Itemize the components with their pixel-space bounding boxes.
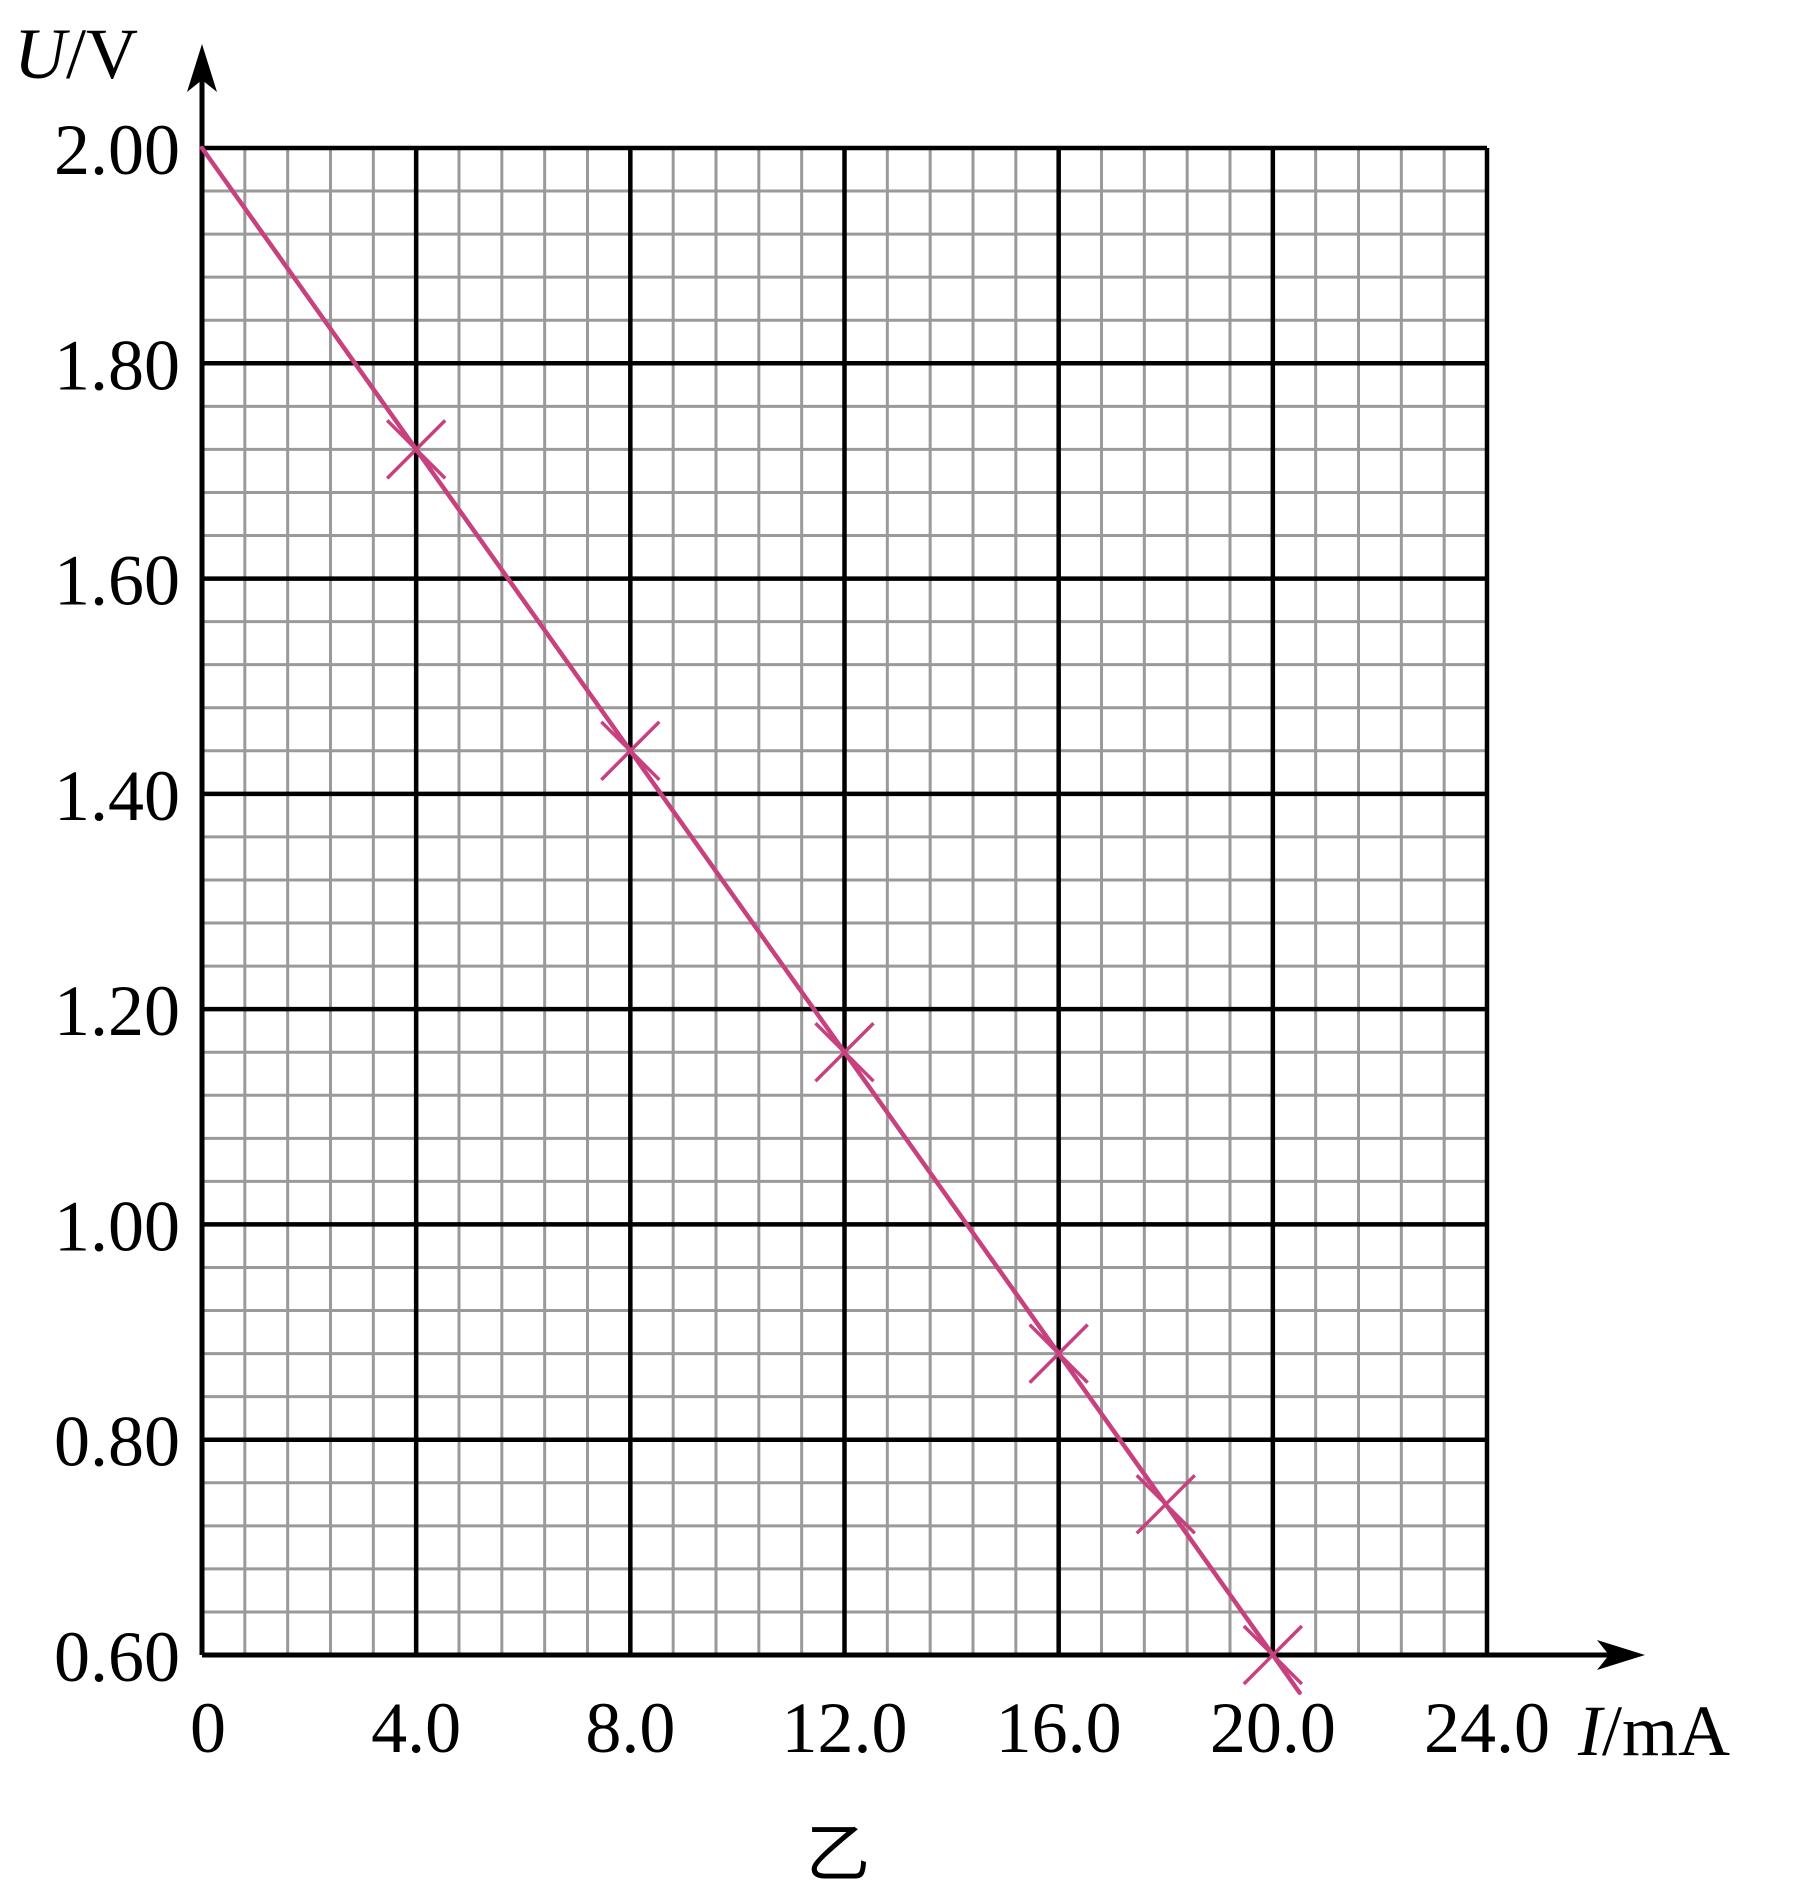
data-point [1028,1323,1089,1384]
data-point [814,1021,875,1083]
x-tick-label: 12.0 [782,1688,908,1768]
data-point [1135,1474,1196,1535]
data-point-stroke [1242,1624,1304,1686]
data-point [1242,1624,1304,1686]
y-tick-label: 1.40 [54,756,180,836]
x-tick-label: 8.0 [585,1688,675,1768]
data-series [199,145,1304,1695]
y-axis-arrow [187,44,217,92]
x-axis-arrow [1597,1640,1645,1670]
y-tick-label: 0.60 [54,1617,180,1697]
data-point-stroke [1028,1323,1089,1384]
y-axis-symbol: U [14,14,70,94]
data-point [385,419,447,480]
data-point-stroke [1135,1474,1196,1535]
x-tick-label: 24.0 [1424,1688,1550,1768]
axes [187,44,1645,1670]
y-tick-label: 1.80 [54,325,180,405]
data-point [600,720,661,782]
data-point-stroke [814,1021,875,1083]
x-tick-label: 16.0 [996,1688,1122,1768]
data-point-stroke [600,720,661,782]
x-tick-label: 20.0 [1210,1688,1336,1768]
x-axis-unit: /mA [1602,1691,1730,1771]
x-tick-label: 0 [190,1688,226,1768]
y-tick-labels: 0.60 0.80 1.00 1.20 1.40 1.60 1.80 2.00 [54,110,180,1697]
x-axis-symbol: I [1577,1691,1605,1771]
y-axis-unit: /V [66,14,138,94]
fit-line [199,145,1302,1695]
y-tick-label: 1.20 [54,971,180,1051]
data-point-stroke [385,419,447,480]
x-tick-label: 4.0 [371,1688,461,1768]
y-tick-label: 2.00 [54,110,180,190]
major-grid [202,145,1490,1655]
y-tick-label: 1.60 [54,541,180,621]
y-tick-label: 0.80 [54,1402,180,1482]
x-axis-label: I/mA [1577,1691,1730,1771]
figure-caption: 乙 [806,1818,870,1892]
y-tick-label: 1.00 [54,1186,180,1266]
x-tick-labels: 0 4.0 8.0 12.0 16.0 20.0 24.0 [190,1688,1550,1768]
y-axis-label: U/V [14,14,138,94]
